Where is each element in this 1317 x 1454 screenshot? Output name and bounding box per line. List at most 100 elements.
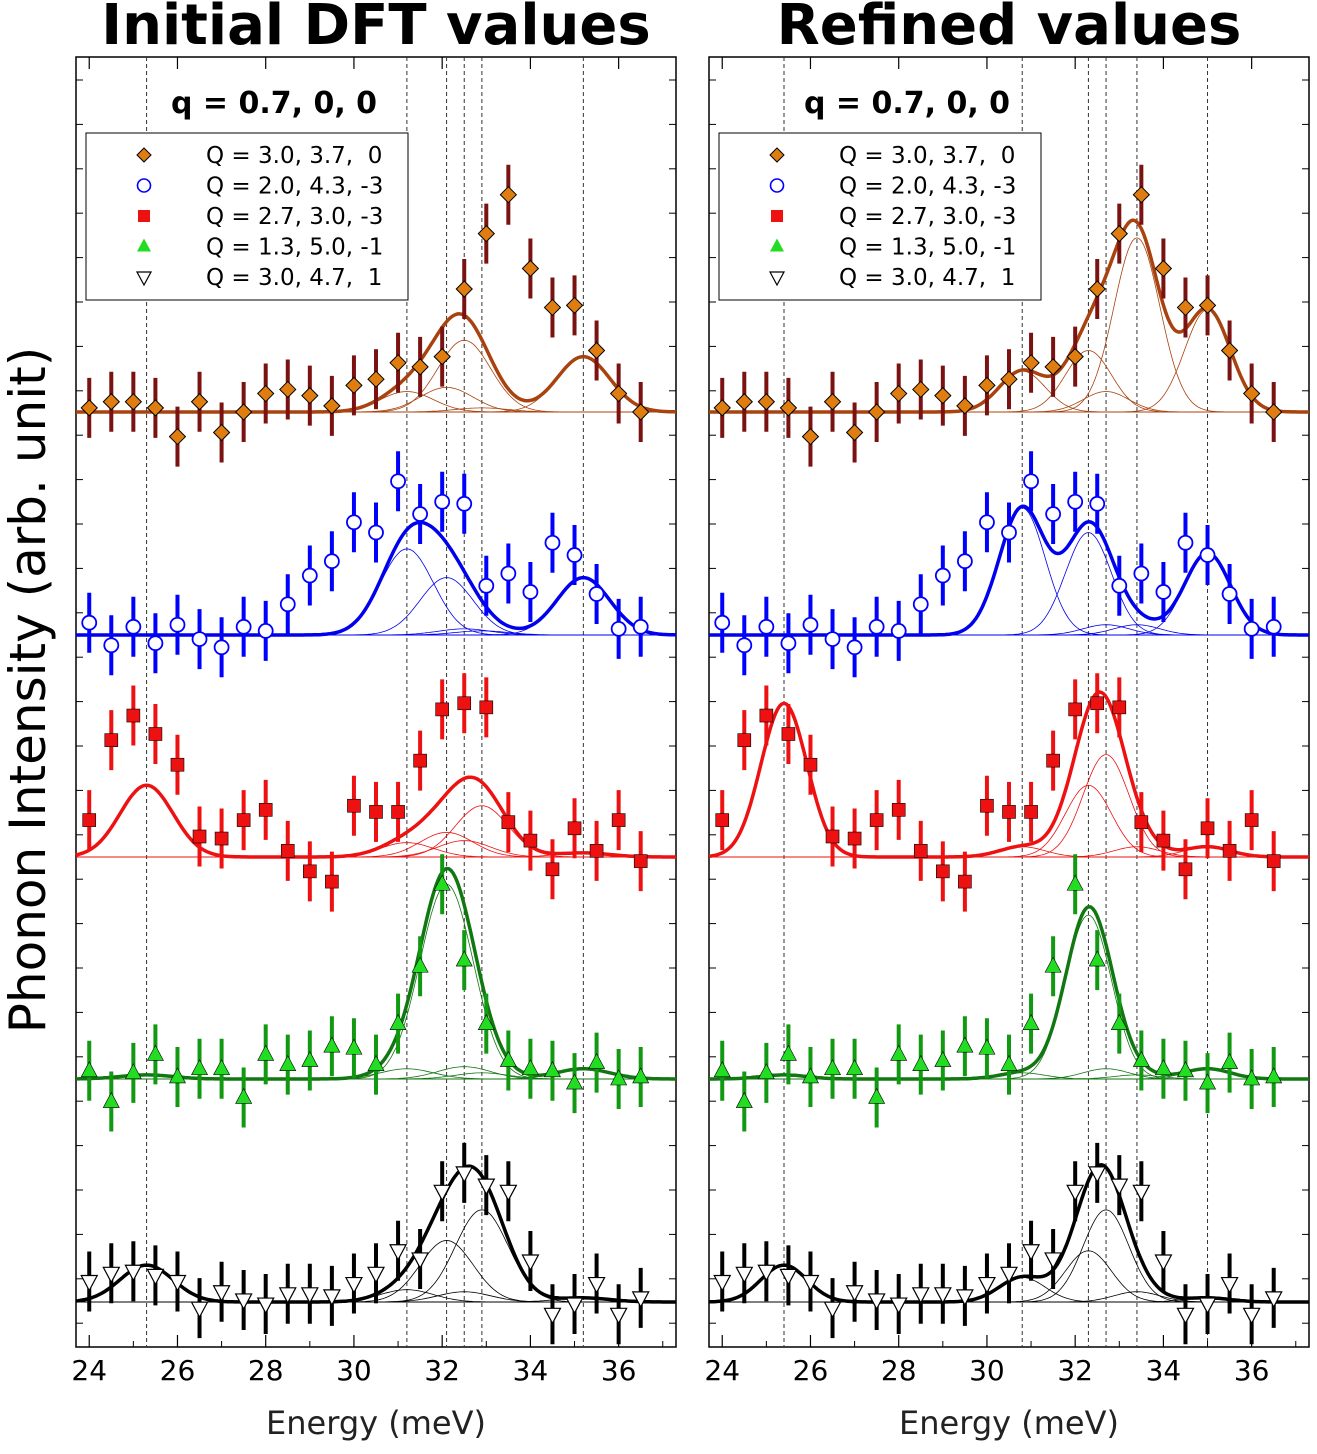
data-point — [521, 1254, 540, 1272]
data-point — [609, 384, 628, 403]
data-point — [1266, 854, 1281, 868]
series-1 — [709, 451, 1309, 678]
data-point — [1198, 296, 1217, 315]
data-point — [802, 616, 819, 633]
data-point — [499, 1184, 518, 1202]
x-tick-label: 34 — [1146, 1354, 1182, 1387]
data-point — [1022, 1244, 1041, 1262]
data-point — [846, 1059, 864, 1076]
data-point — [1220, 341, 1239, 360]
data-point — [611, 813, 626, 827]
data-point — [912, 1055, 930, 1071]
data-point — [737, 733, 752, 747]
data-point — [104, 733, 119, 747]
data-point — [1220, 1276, 1239, 1294]
data-point — [1200, 821, 1215, 836]
data-point — [1178, 862, 1193, 877]
data-point — [1000, 370, 1018, 388]
data-point — [390, 473, 406, 490]
data-point — [1088, 1166, 1107, 1184]
data-point — [323, 553, 340, 570]
data-point — [824, 631, 841, 647]
data-point — [867, 403, 886, 421]
data-point — [715, 813, 730, 827]
x-axis-label: Energy (meV) — [266, 1404, 486, 1442]
data-point — [565, 1297, 584, 1315]
data-point — [1022, 354, 1040, 372]
data-point — [169, 616, 186, 633]
data-point — [258, 803, 273, 817]
data-point — [190, 393, 209, 411]
data-point — [801, 1067, 819, 1084]
data-point — [1132, 1184, 1151, 1202]
data-point — [389, 1244, 408, 1262]
series-1 — [76, 451, 677, 678]
series-0 — [76, 164, 677, 467]
data-point — [714, 614, 731, 631]
data-point — [1198, 1297, 1217, 1315]
data-point — [1022, 1014, 1040, 1030]
data-point — [369, 805, 383, 819]
data-point — [757, 393, 776, 411]
data-point — [301, 567, 318, 584]
data-point — [956, 397, 974, 415]
series-0 — [709, 164, 1309, 467]
data-point — [736, 637, 753, 654]
data-point — [543, 298, 562, 317]
data-point — [891, 803, 906, 817]
data-point — [257, 1044, 275, 1061]
data-point — [566, 1073, 584, 1090]
legend-marker — [770, 238, 784, 252]
series-3 — [709, 854, 1309, 1132]
legend-marker — [769, 147, 785, 163]
data-point — [389, 354, 407, 372]
x-tick-label: 26 — [160, 1354, 196, 1387]
data-point — [588, 1052, 606, 1069]
x-tick-label: 26 — [793, 1354, 829, 1387]
data-point — [1265, 618, 1282, 635]
data-point — [236, 813, 251, 827]
data-point — [779, 1268, 798, 1286]
data-point — [1066, 347, 1084, 366]
data-point — [1264, 1291, 1283, 1309]
data-point — [565, 296, 584, 315]
data-point — [456, 495, 473, 512]
data-point — [521, 1059, 539, 1076]
data-point — [631, 1291, 650, 1309]
data-point — [934, 1050, 952, 1067]
data-point — [936, 864, 950, 879]
legend: Q = 3.0, 3.7, 0 Q = 2.0, 4.3, -3 Q = 2.7, … — [85, 132, 409, 301]
data-point — [412, 506, 429, 522]
data-point — [457, 696, 472, 711]
data-point — [1132, 185, 1151, 204]
data-point — [522, 584, 539, 600]
data-point — [713, 1274, 732, 1292]
data-point — [103, 637, 120, 654]
x-axis-label: Energy (meV) — [899, 1404, 1119, 1442]
data-point — [124, 1063, 142, 1080]
data-point — [256, 1297, 275, 1315]
data-point — [1154, 1059, 1172, 1076]
data-point — [845, 423, 864, 442]
data-point — [521, 259, 540, 278]
legend-label: Q = 2.7, 3.0, -3 — [206, 204, 383, 230]
data-point — [523, 833, 538, 848]
data-point — [1264, 403, 1283, 421]
x-tick-label: 32 — [424, 1354, 460, 1387]
data-point — [479, 700, 494, 715]
series-2 — [75, 673, 676, 912]
data-point — [1001, 524, 1017, 541]
data-point — [235, 1087, 253, 1104]
data-point — [735, 1091, 753, 1108]
data-point — [347, 798, 361, 813]
data-point — [413, 753, 427, 768]
data-point — [1000, 1055, 1018, 1071]
data-point — [80, 399, 98, 417]
data-point — [102, 1266, 121, 1284]
data-point — [1242, 384, 1261, 403]
series-4 — [709, 1142, 1309, 1345]
data-point — [587, 1276, 606, 1294]
data-point — [781, 727, 796, 741]
data-point — [632, 618, 649, 635]
data-point — [1066, 874, 1084, 891]
